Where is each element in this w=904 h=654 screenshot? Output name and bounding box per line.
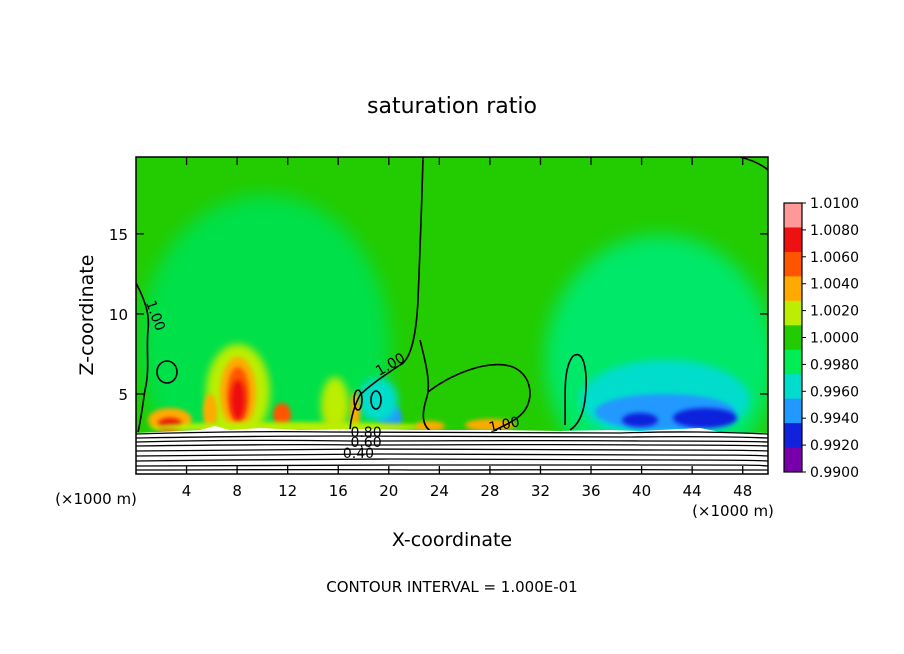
contour-field — [140, 195, 768, 474]
contour-interval-footer: CONTOUR INTERVAL = 1.000E-01 — [326, 578, 577, 596]
field-cyan-mid — [358, 378, 398, 422]
colorbar-swatch-3 — [784, 276, 802, 302]
ground-line-7 — [136, 458, 768, 462]
field-plume-d-glow — [321, 377, 349, 433]
contour-closed-b — [370, 390, 382, 410]
contour-line-3 — [419, 339, 433, 433]
contour-line-2 — [349, 157, 424, 433]
field-plume-b — [203, 394, 217, 430]
ground-line-6 — [136, 453, 768, 457]
colorbar-swatch-7 — [784, 374, 802, 400]
ground-contour-lines — [136, 430, 768, 471]
contour-line-4 — [427, 363, 531, 431]
colorbar-swatch-1 — [784, 227, 802, 253]
colorbar-label-1: 1.0080 — [810, 223, 859, 239]
colorbar-label-8: 0.9940 — [810, 411, 859, 427]
colorbar-label-3: 1.0040 — [810, 277, 859, 293]
x-tick-label-10: 44 — [683, 482, 702, 500]
x-unit-left: (×1000 m) — [55, 490, 137, 508]
ground-region — [136, 426, 768, 474]
ground-line-3 — [136, 439, 768, 443]
colorbar-label-0: 1.0100 — [810, 196, 859, 212]
colorbar-swatch-8 — [784, 398, 802, 424]
ground-fill — [136, 426, 768, 474]
field-plume-f — [465, 419, 515, 431]
chart-title: saturation ratio — [367, 94, 537, 119]
x-tick-label-5: 24 — [430, 482, 449, 500]
field-plume-c — [273, 403, 291, 427]
x-tick-label-8: 36 — [581, 482, 600, 500]
x-tick-label-1: 8 — [232, 482, 242, 500]
ground-line-4 — [136, 443, 768, 447]
field-core-plume — [231, 380, 245, 420]
field-darkblue-right-b — [622, 413, 658, 427]
ground-line-8 — [136, 464, 768, 467]
contour-closed-a — [156, 360, 178, 384]
x-tick-label-7: 32 — [531, 482, 550, 500]
x-tick-label-6: 28 — [480, 482, 499, 500]
x-unit-right: (×1000 m) — [692, 502, 774, 520]
contour-line-5 — [564, 353, 587, 431]
contour-closed-c — [353, 389, 363, 411]
contour-label-3: 0.80 — [350, 425, 381, 441]
colorbar-label-5: 1.0000 — [810, 331, 859, 347]
x-axis-label: X-coordinate — [392, 529, 512, 551]
x-axis: 4 8 12 16 20 24 28 32 36 40 44 48 — [182, 157, 752, 500]
x-tick-label-4: 20 — [379, 482, 398, 500]
colorbar-swatch-0 — [784, 203, 802, 228]
y-axis-label: Z-coordinate — [76, 255, 98, 376]
x-tick-label-0: 4 — [182, 482, 192, 500]
colorbar-swatch-10 — [784, 447, 802, 473]
contour-label-4: 0.60 — [350, 435, 381, 451]
x-tick-label-3: 16 — [329, 482, 348, 500]
y-axis: 5 10 15 — [109, 226, 768, 404]
ground-line-2 — [136, 435, 768, 439]
x-tick-label-9: 40 — [632, 482, 651, 500]
colorbar-swatch-5 — [784, 325, 802, 351]
x-tick-label-2: 12 — [278, 482, 297, 500]
x-tick-label-11: 48 — [733, 482, 752, 500]
colorbar-label-6: 0.9980 — [810, 357, 859, 373]
plot-frame — [135, 156, 769, 475]
colorbar-swatch-4 — [784, 300, 802, 326]
colorbar: 1.0100 1.0080 1.0060 1.0040 1.0020 1.0000 0.99… — [783, 196, 859, 481]
colorbar-label-7: 0.9960 — [810, 384, 859, 400]
colorbar-label-10: 0.9900 — [810, 465, 859, 481]
colorbar-label-4: 1.0020 — [810, 304, 859, 320]
y-tick-label-1: 10 — [109, 306, 128, 324]
colorbar-swatch-2 — [784, 251, 802, 277]
field-plume-g — [415, 421, 445, 431]
colorbar-label-2: 1.0060 — [810, 250, 859, 266]
colorbar-swatch-6 — [784, 349, 802, 375]
contour-line-1 — [136, 282, 150, 433]
colorbar-label-9: 0.9920 — [810, 438, 859, 454]
ground-line-1 — [136, 430, 768, 435]
field-darkblue-right — [673, 408, 737, 428]
y-tick-label-2: 15 — [109, 226, 128, 244]
plot-area: 1.001.001.000.800.600.40 — [135, 156, 769, 475]
y-tick-label-0: 5 — [118, 386, 128, 404]
contour-label-2: 1.00 — [487, 414, 521, 436]
colorbar-swatch-9 — [784, 423, 802, 449]
ground-line-5 — [136, 448, 768, 452]
contour-label-5: 0.40 — [343, 446, 374, 462]
